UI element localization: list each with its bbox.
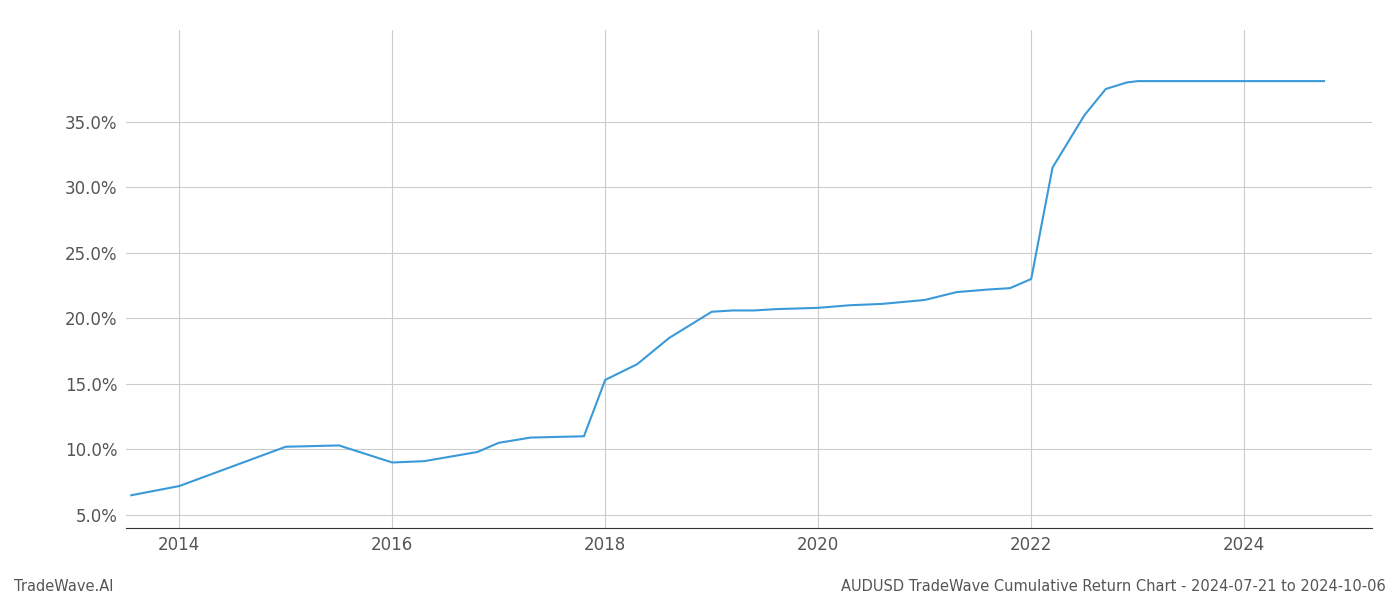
Text: AUDUSD TradeWave Cumulative Return Chart - 2024-07-21 to 2024-10-06: AUDUSD TradeWave Cumulative Return Chart… [841,579,1386,594]
Text: TradeWave.AI: TradeWave.AI [14,579,113,594]
